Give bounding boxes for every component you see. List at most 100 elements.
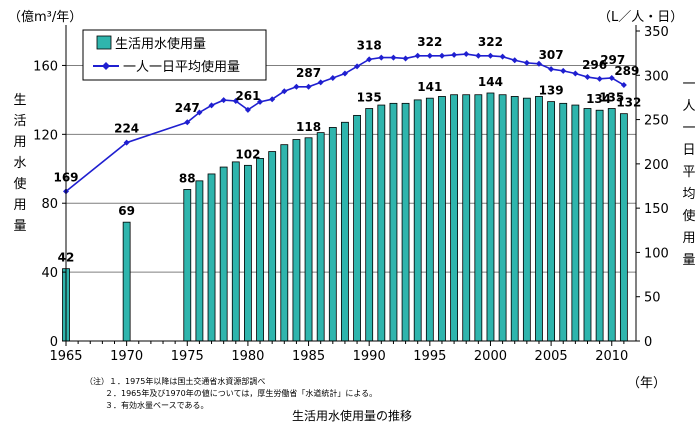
line-point: [269, 96, 276, 103]
bar-data-label: 134: [586, 92, 611, 106]
line-data-label: 224: [114, 122, 139, 136]
axis-title-char: 量: [13, 219, 26, 234]
y-right-unit: （L／人・日）: [598, 10, 683, 25]
bar: [219, 166, 228, 342]
bar-data-label: 88: [179, 171, 196, 185]
bar: [498, 94, 507, 342]
y-right-tick-label: 50: [644, 291, 661, 306]
axis-title-char: 日: [682, 143, 695, 158]
line-point: [402, 55, 409, 62]
line-point: [620, 82, 627, 89]
bar: [244, 164, 252, 342]
y-right-tick-label: 150: [644, 202, 669, 217]
line-point: [123, 139, 130, 146]
line-data-label: 287: [296, 66, 321, 80]
axis-title-char: 平: [682, 165, 695, 180]
bar: [438, 96, 446, 342]
bar: [353, 114, 361, 342]
line-point: [426, 52, 433, 59]
line-data-label: 307: [539, 48, 564, 62]
line-point: [487, 52, 494, 59]
line-point: [451, 51, 458, 58]
line-data-label: 297: [600, 53, 625, 67]
bar: [341, 121, 349, 342]
line-data-label: 169: [53, 170, 78, 184]
line-point: [244, 106, 251, 113]
line-point: [535, 60, 542, 67]
bar: [377, 104, 386, 342]
line-point: [196, 109, 203, 116]
bar: [280, 144, 289, 342]
bar: [583, 108, 592, 342]
axis-title-char: 用: [13, 135, 26, 150]
axis-title-char: 人: [682, 99, 695, 114]
bar: [207, 173, 216, 342]
bar: [316, 132, 325, 342]
legend-bar-label: 生活用水使用量: [115, 36, 206, 52]
bar: [401, 102, 410, 342]
axis-title-char: 一: [682, 77, 695, 92]
bar: [389, 102, 398, 342]
line-point: [317, 79, 324, 86]
line-point: [390, 54, 397, 61]
axis-title-char: 活: [13, 114, 26, 129]
line-point: [293, 83, 300, 90]
bar: [328, 127, 337, 342]
bar: [268, 151, 277, 342]
bar: [522, 97, 531, 342]
line-data-label: 261: [235, 89, 260, 103]
axis-title-char: 用: [13, 198, 26, 213]
y-right-tick-label: 200: [644, 158, 669, 173]
bar: [292, 139, 301, 342]
y-left-tick-label: 80: [41, 197, 58, 212]
bar: [510, 96, 519, 342]
y-left-title: 生活用水使用量: [13, 93, 26, 234]
x-tick-label: 2000: [474, 349, 507, 364]
line-point: [499, 53, 506, 60]
axis-title-char: 均: [682, 187, 695, 202]
axis-title-char: 生: [13, 93, 26, 108]
x-tick-label: 1995: [413, 349, 446, 364]
x-tick-label: 1985: [292, 349, 325, 364]
bar: [195, 180, 204, 342]
y-left-tick-label: 0: [50, 335, 58, 350]
x-tick-label: 1975: [171, 349, 204, 364]
bar: [619, 113, 628, 342]
line-point: [208, 102, 215, 109]
axes: 0 40 80 120 160 0 50 100 150 200 250 300 350 1965 1970…: [33, 25, 669, 364]
bar-series: [62, 92, 628, 342]
y-left-tick-label: 40: [41, 266, 58, 281]
bar: [607, 108, 616, 342]
axis-title-char: 使: [682, 208, 695, 224]
bar: [595, 109, 604, 342]
line-data-label: 296: [582, 58, 607, 72]
bar-data-label: 139: [539, 84, 564, 98]
bar: [425, 97, 434, 342]
y-right-title: 一人一日平均使用量: [682, 77, 695, 268]
line-point: [184, 119, 191, 126]
y-left-tick-label: 160: [33, 59, 58, 74]
x-tick-label: 1980: [231, 349, 264, 364]
line-point: [438, 52, 445, 59]
line-point: [341, 70, 348, 77]
axis-title-char: 使: [13, 176, 26, 192]
line-point: [232, 97, 239, 104]
y-left-tick-label: 120: [33, 128, 58, 143]
bar: [571, 104, 580, 342]
bar-data-label: 118: [296, 120, 321, 134]
line-point: [463, 51, 470, 58]
line-point: [378, 54, 385, 61]
note-1: （注）１．1975年以降は国土交通省水資源部調べ: [85, 376, 265, 386]
line-point: [329, 74, 336, 81]
y-right-tick-label: 300: [644, 69, 669, 84]
y-right-tick-label: 350: [644, 25, 669, 40]
legend-line-marker: [102, 62, 110, 70]
line-data-label: 247: [175, 101, 200, 115]
bar-data-label: 135: [357, 91, 382, 105]
bar: [365, 108, 374, 342]
chart-title: 生活用水使用量の推移: [292, 408, 412, 423]
y-left-unit: （億m³/年）: [8, 9, 82, 25]
